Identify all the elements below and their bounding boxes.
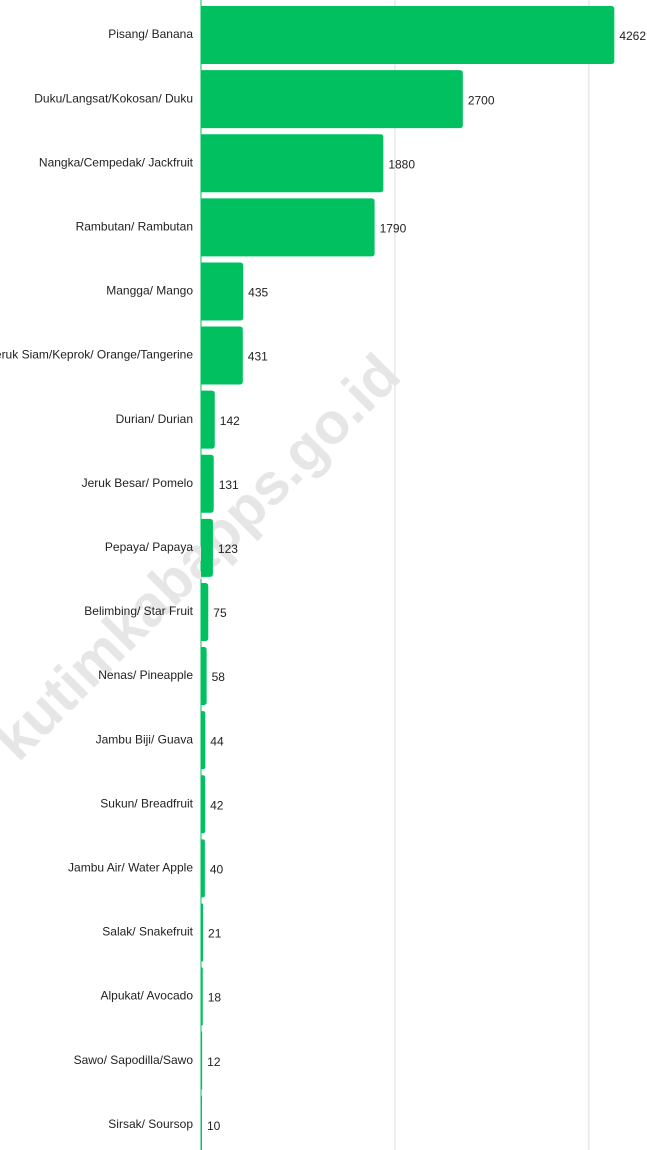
y-tick-label: Salak/ Snakefruit: [102, 925, 193, 939]
y-tick-label: Pisang/ Banana: [108, 27, 193, 41]
value-label: 4262: [619, 29, 646, 43]
bar: [201, 390, 215, 449]
value-label: 123: [218, 542, 238, 556]
y-tick-label: Rambutan/ Rambutan: [76, 220, 193, 234]
value-label: 2700: [468, 93, 495, 107]
bar: [201, 775, 206, 834]
bar: [201, 518, 213, 577]
bar: [201, 326, 243, 385]
y-tick-label: Alpukat/ Avocado: [100, 989, 193, 1003]
bar: [201, 647, 207, 706]
y-tick-label: Jambu Air/ Water Apple: [68, 861, 193, 875]
y-tick-label: Jeruk Besar/ Pomelo: [82, 476, 194, 490]
bar: [201, 967, 203, 1026]
value-label: 42: [210, 798, 224, 812]
value-label: 131: [219, 478, 239, 492]
y-tick-label: Belimbing/ Star Fruit: [84, 604, 193, 618]
value-label: 21: [208, 927, 222, 941]
bar: [201, 582, 209, 641]
value-label: 44: [210, 734, 224, 748]
value-label: 435: [248, 286, 268, 300]
y-tick-label: Duku/Langsat/Kokosan/ Duku: [34, 91, 193, 105]
y-tick-label: Sirsak/ Soursop: [108, 1117, 193, 1131]
bar: [201, 903, 204, 962]
value-label: 10: [207, 1119, 221, 1133]
bar: [201, 70, 463, 129]
y-tick-label: Mangga/ Mango: [106, 284, 193, 298]
y-tick-label: Sawo/ Sapodilla/Sawo: [74, 1053, 194, 1067]
value-label: 431: [248, 350, 268, 364]
value-label: 75: [213, 606, 227, 620]
value-label: 12: [207, 1055, 221, 1069]
value-label: 58: [212, 670, 226, 684]
y-tick-label: Jeruk Siam/Keprok/ Orange/Tangerine: [0, 348, 193, 362]
y-tick-label: Jambu Biji/ Guava: [96, 732, 194, 746]
bar: [201, 711, 206, 770]
bar: [201, 839, 205, 898]
value-label: 40: [210, 863, 224, 877]
bar: [201, 454, 214, 513]
value-label: 1790: [380, 222, 407, 236]
bar: [201, 262, 244, 321]
bar: [201, 6, 615, 65]
y-tick-label: Nangka/Cempedak/ Jackfruit: [39, 155, 194, 169]
value-label: 18: [208, 991, 222, 1005]
bar: [201, 198, 375, 257]
bar: [201, 134, 384, 193]
value-label: 142: [220, 414, 240, 428]
y-tick-label: Sukun/ Breadfruit: [100, 796, 193, 810]
y-tick-label: Nenas/ Pineapple: [98, 668, 193, 682]
y-tick-label: Durian/ Durian: [116, 412, 193, 426]
y-tick-label: Pepaya/ Papaya: [105, 540, 193, 554]
value-label: 1880: [388, 157, 415, 171]
bar: [201, 1031, 203, 1090]
bar: [201, 1095, 202, 1150]
